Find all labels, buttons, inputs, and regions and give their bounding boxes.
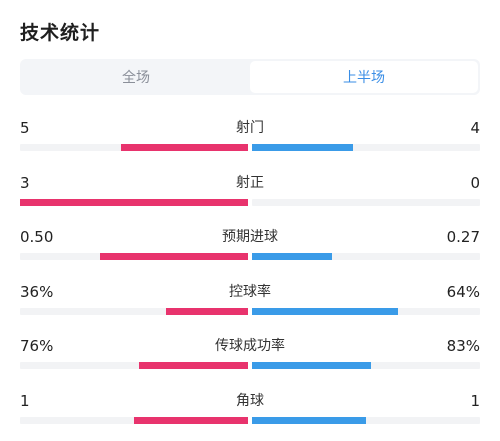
away-bar-fill [252, 144, 353, 151]
home-value: 76% [20, 337, 60, 355]
home-bar-track [20, 144, 248, 151]
home-bar-fill [20, 199, 248, 206]
page-title: 技术统计 [20, 18, 100, 45]
away-bar-track [252, 362, 480, 369]
away-value: 4 [440, 119, 480, 137]
away-bar-fill [252, 308, 398, 315]
away-bar-track [252, 253, 480, 260]
away-bar-track [252, 308, 480, 315]
home-bar-fill [134, 417, 248, 424]
home-value: 0.50 [20, 228, 60, 246]
comparison-bar [20, 308, 480, 315]
home-bar-track [20, 253, 248, 260]
away-value: 1 [440, 392, 480, 410]
tab-full-match[interactable]: 全场 [22, 61, 250, 93]
away-bar-fill [252, 253, 332, 260]
comparison-bar [20, 144, 480, 151]
home-bar-track [20, 362, 248, 369]
away-value: 83% [440, 337, 480, 355]
home-value: 36% [20, 283, 60, 301]
comparison-bar [20, 253, 480, 260]
away-bar-track [252, 417, 480, 424]
home-value: 1 [20, 392, 60, 410]
stat-values: 36% 64% [20, 278, 480, 306]
stat-values: 0.50 0.27 [20, 223, 480, 251]
away-value: 0.27 [440, 228, 480, 246]
away-bar-fill [252, 362, 371, 369]
stat-values: 76% 83% [20, 332, 480, 360]
home-bar-fill [100, 253, 248, 260]
comparison-bar [20, 362, 480, 369]
home-bar-fill [121, 144, 248, 151]
away-value: 64% [440, 283, 480, 301]
away-bar-fill [252, 417, 366, 424]
home-value: 3 [20, 174, 60, 192]
home-bar-fill [166, 308, 248, 315]
tab-first-half[interactable]: 上半场 [250, 61, 478, 93]
away-value: 0 [440, 174, 480, 192]
home-bar-track [20, 417, 248, 424]
stat-row: 76%83%传球成功率 [20, 332, 480, 387]
stat-row: 36%64%控球率 [20, 278, 480, 333]
away-bar-track [252, 144, 480, 151]
home-value: 5 [20, 119, 60, 137]
home-bar-track [20, 308, 248, 315]
comparison-bar [20, 417, 480, 424]
home-bar-fill [139, 362, 248, 369]
period-tabs: 全场 上半场 [20, 59, 480, 95]
away-bar-track [252, 199, 480, 206]
comparison-bar [20, 199, 480, 206]
home-bar-track [20, 199, 248, 206]
